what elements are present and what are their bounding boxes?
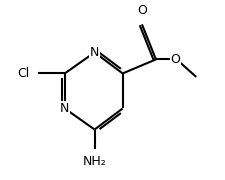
Text: N: N — [60, 102, 69, 115]
Text: O: O — [136, 4, 146, 17]
Text: NH₂: NH₂ — [82, 155, 106, 168]
Text: Cl: Cl — [17, 67, 30, 80]
Text: N: N — [90, 46, 99, 59]
Text: O: O — [170, 53, 179, 66]
